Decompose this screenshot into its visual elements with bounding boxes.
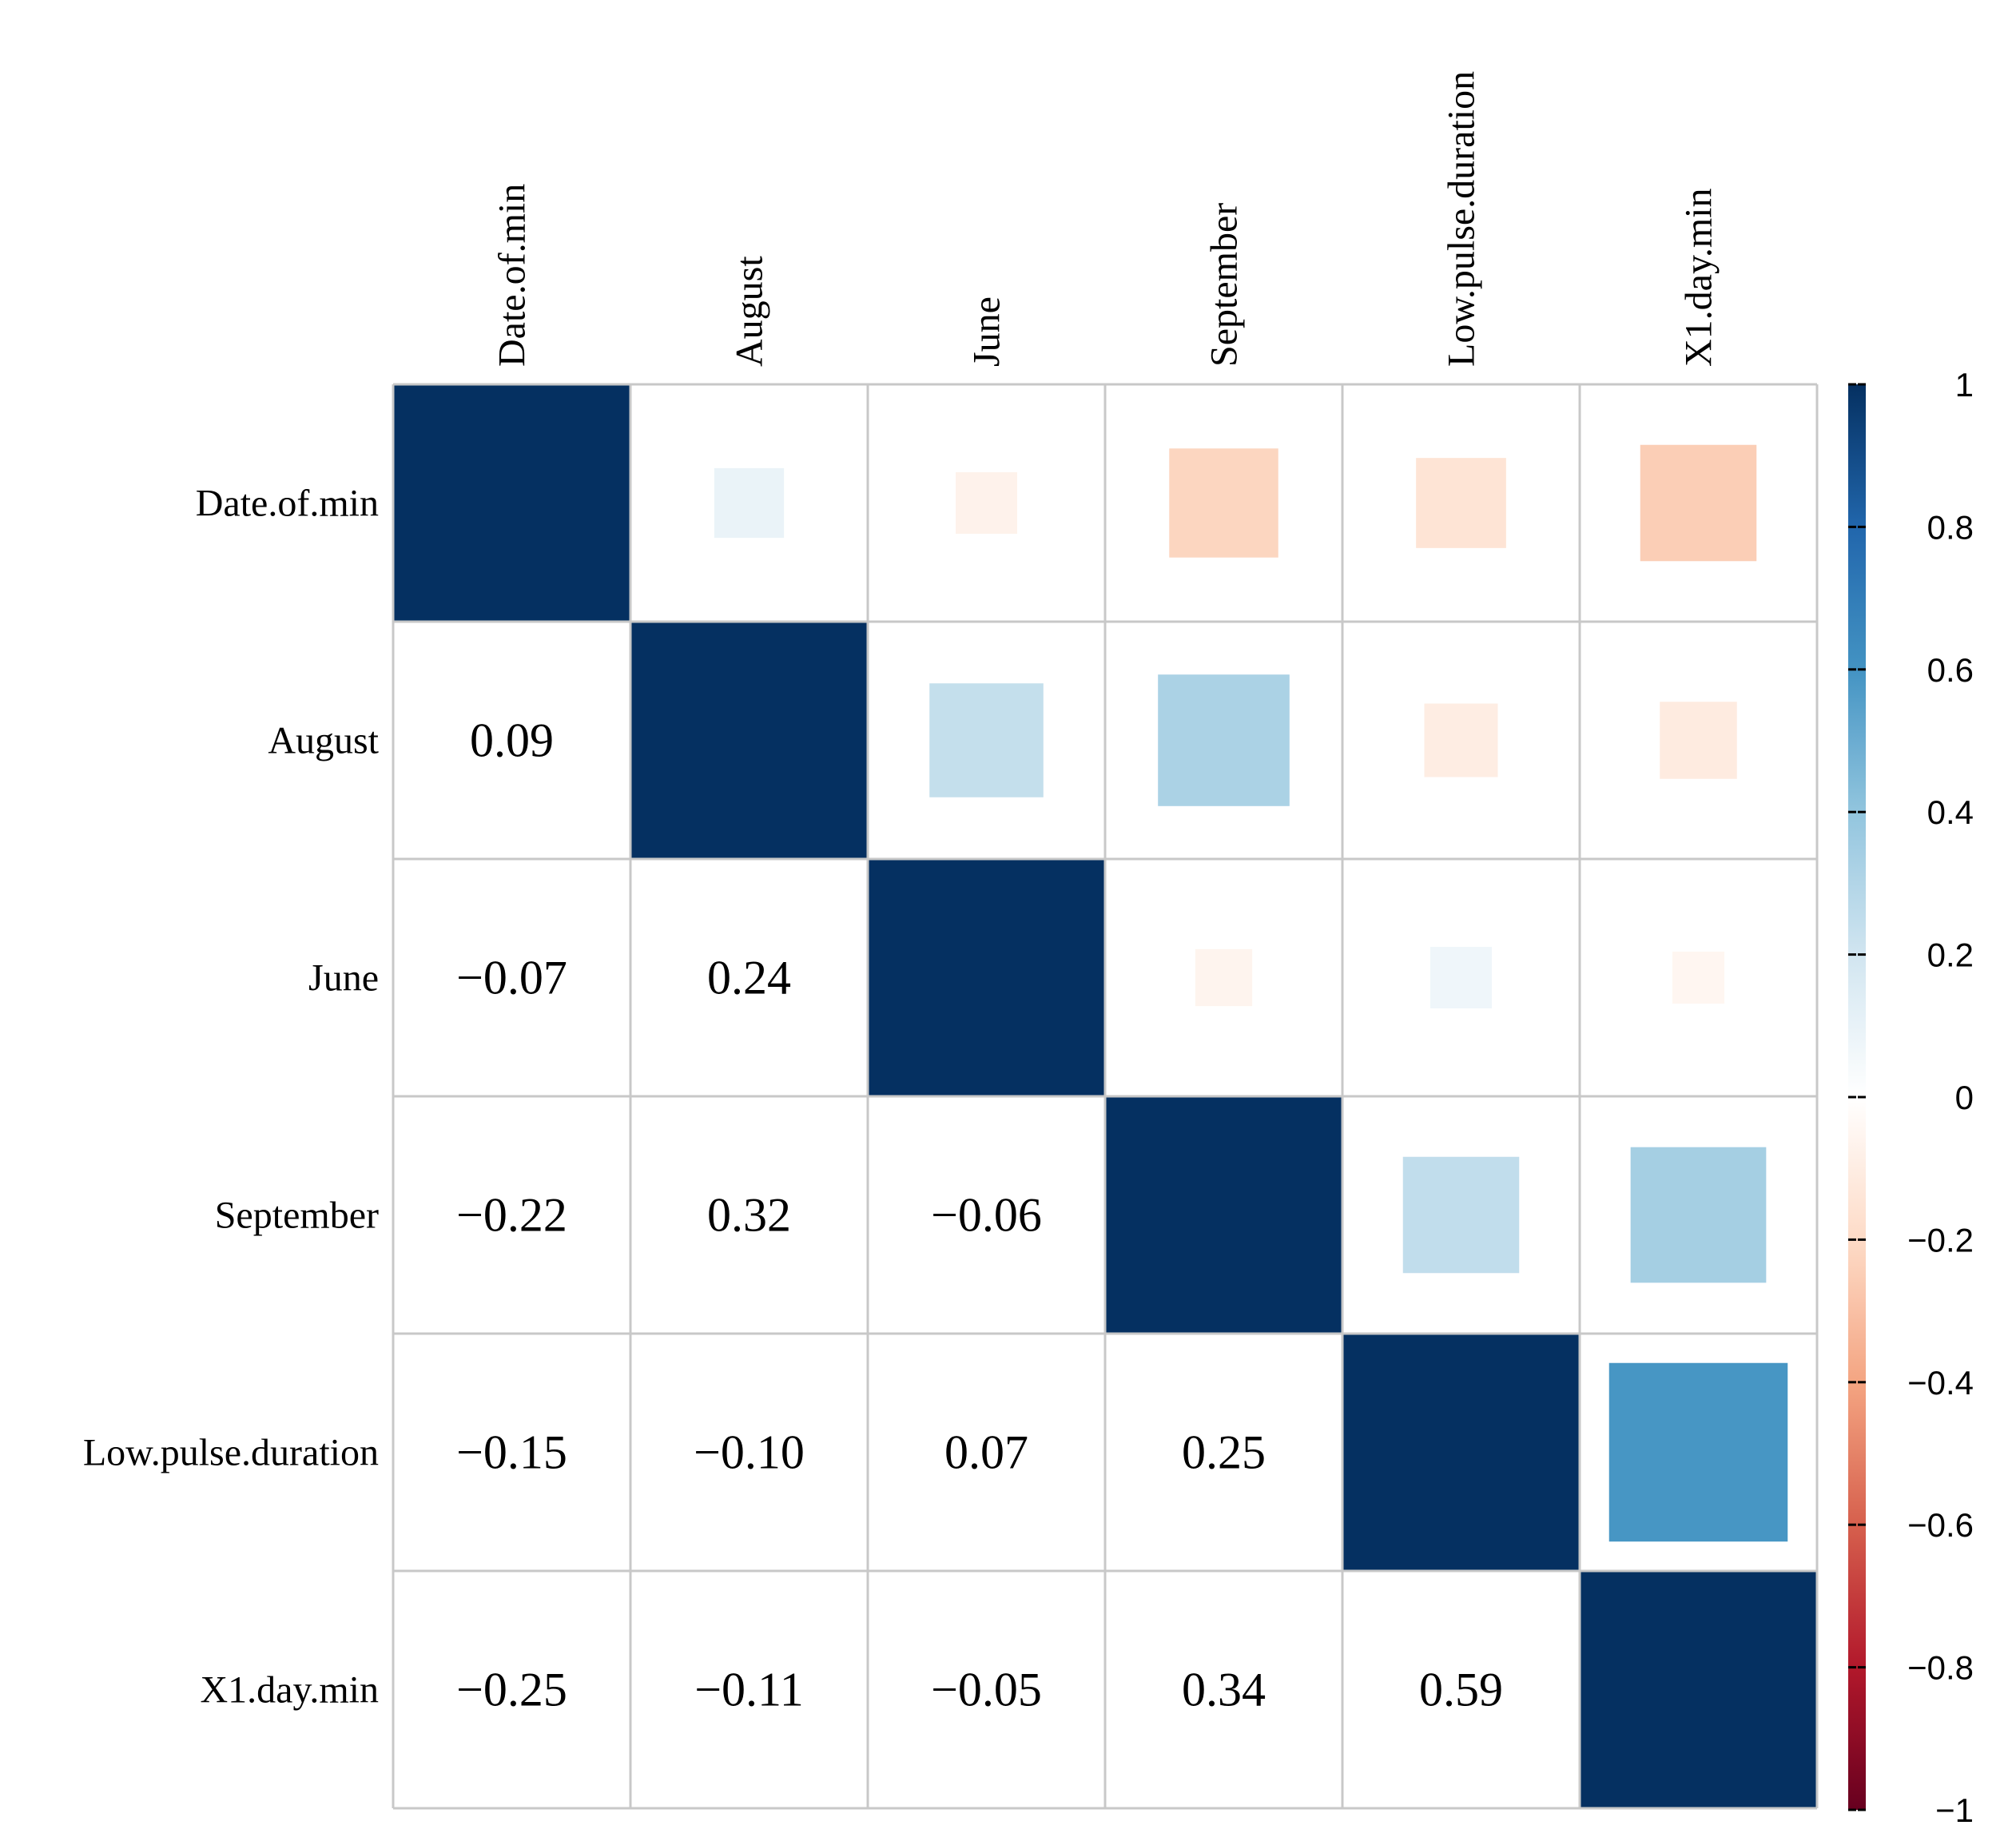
row-label-2: June	[308, 957, 379, 1000]
corr-value-5-0: −0.25	[456, 1664, 567, 1716]
column-label-0: Date.of.min	[491, 184, 534, 367]
corr-value-4-2: 0.07	[944, 1426, 1028, 1479]
row-label-5: X1.day.min	[200, 1669, 379, 1712]
row-labels: Date.of.min August June September Low.pulse.…	[83, 483, 380, 1712]
colorbar-tick-label-2: 0.6	[1927, 651, 1974, 689]
corr-value-4-1: −0.10	[694, 1426, 805, 1479]
corr-value-1-0: 0.09	[470, 714, 554, 767]
diagonal-cell-1	[630, 622, 868, 859]
corr-value-3-1: 0.32	[707, 1189, 791, 1242]
corr-value-2-1: 0.24	[707, 952, 791, 1004]
row-label-0: Date.of.min	[196, 483, 379, 525]
diagonal-cell-0	[393, 384, 630, 622]
corr-value-4-0: −0.15	[456, 1426, 567, 1479]
corr-square-4-5	[1608, 1362, 1788, 1542]
column-label-3: September	[1203, 203, 1246, 367]
corr-value-5-3: 0.34	[1182, 1664, 1266, 1716]
column-label-4: Low.pulse.duration	[1441, 71, 1483, 367]
column-label-1: August	[729, 256, 771, 367]
diagonal-cell-4	[1342, 1334, 1580, 1571]
corr-value-2-0: −0.07	[456, 952, 567, 1004]
colorbar-tick-label-5: 0	[1955, 1079, 1974, 1116]
corr-value-3-2: −0.06	[931, 1189, 1042, 1242]
colorbar-tick-label-10: −1	[1935, 1791, 1974, 1829]
row-label-3: September	[215, 1195, 379, 1237]
corr-square-0-3	[1169, 448, 1278, 558]
corr-square-0-1	[714, 467, 785, 539]
diagonal-cell-2	[868, 859, 1105, 1096]
corr-square-3-4	[1402, 1156, 1520, 1274]
corr-square-0-2	[956, 472, 1017, 534]
diagonal-cell-3	[1105, 1096, 1342, 1334]
column-label-2: June	[966, 296, 1008, 367]
colorbar-tick-label-8: −0.6	[1907, 1506, 1974, 1544]
colorbar-gradient	[1848, 384, 1866, 1810]
row-label-4: Low.pulse.duration	[83, 1432, 379, 1474]
colorbar-tick-label-3: 0.4	[1927, 793, 1974, 831]
corr-value-5-1: −0.11	[694, 1664, 804, 1716]
corr-square-1-5	[1660, 702, 1737, 779]
corr-square-0-5	[1640, 444, 1757, 562]
row-label-1: August	[268, 720, 379, 762]
colorbar-tick-label-4: 0.2	[1927, 936, 1974, 974]
colorbar-tick-label-6: −0.2	[1907, 1221, 1974, 1258]
colorbar-tick-label-1: 0.8	[1927, 508, 1974, 546]
colorbar: 1 0.8 0.6 0.4 0.2 0 −0.2 −0.4 −0.6 −0.8 −1	[1848, 366, 1974, 1829]
column-label-5: X1.day.min	[1678, 188, 1720, 367]
colorbar-tick-label-7: −0.4	[1907, 1364, 1974, 1402]
corr-square-1-4	[1424, 703, 1498, 777]
corr-square-2-3	[1195, 948, 1253, 1007]
corr-value-5-4: 0.59	[1419, 1664, 1503, 1716]
corr-value-4-3: 0.25	[1182, 1426, 1266, 1479]
corr-square-2-5	[1672, 951, 1725, 1004]
colorbar-tick-label-0: 1	[1955, 366, 1974, 404]
corr-square-2-4	[1430, 947, 1492, 1008]
colorbar-tick-label-9: −0.8	[1907, 1649, 1974, 1687]
corr-square-0-4	[1416, 458, 1506, 548]
corr-square-1-2	[929, 683, 1044, 797]
column-labels: Date.of.min August June September Low.pulse.…	[491, 71, 1720, 367]
corr-value-3-0: −0.22	[456, 1189, 567, 1242]
corr-value-5-2: −0.05	[931, 1664, 1042, 1716]
corr-square-1-3	[1158, 674, 1290, 806]
corr-square-3-5	[1630, 1147, 1767, 1283]
matrix-cells: 0.09 −0.07 0.24 −0.22 0.32 −0.06 −0.15 −0.10 0.0…	[393, 384, 1817, 1808]
diagonal-cell-5	[1580, 1571, 1817, 1808]
matrix-grid	[392, 383, 1819, 1810]
